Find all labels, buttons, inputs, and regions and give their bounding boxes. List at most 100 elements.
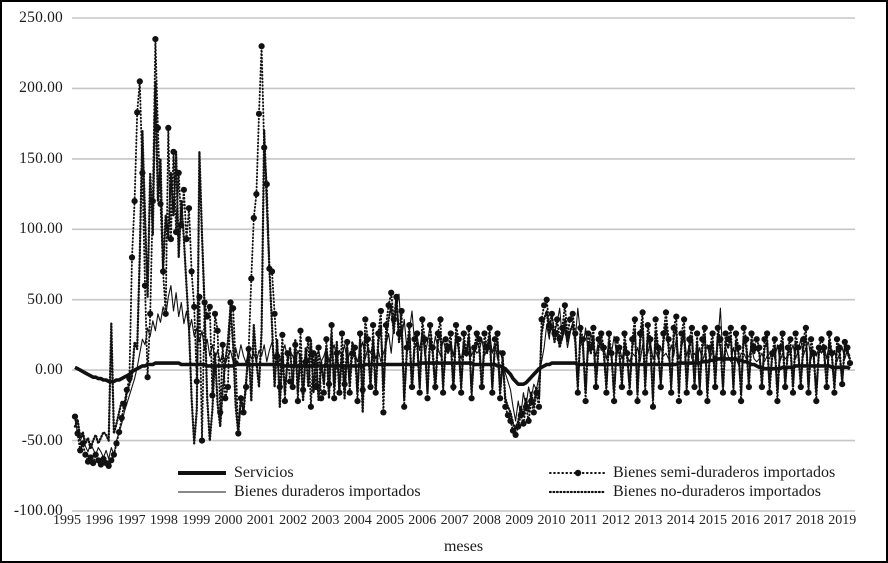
data-point-marker [818, 336, 825, 343]
data-point-marker [761, 336, 768, 343]
x-tick-label: 2015 [699, 513, 727, 528]
data-point-marker [341, 381, 348, 388]
data-point-marker [97, 461, 104, 468]
data-point-marker [175, 169, 182, 176]
data-point-marker [691, 383, 698, 391]
x-tick-label: 2004 [343, 513, 372, 528]
data-point-marker [530, 409, 537, 416]
data-point-marker [160, 268, 167, 275]
data-point-marker [800, 336, 807, 343]
data-point-marker [701, 324, 708, 331]
legend-label: Bienes semi-duraderos importados [613, 464, 836, 481]
data-point-marker [183, 236, 190, 243]
data-point-marker [655, 344, 662, 351]
data-point-marker [541, 302, 548, 309]
data-point-marker [152, 36, 159, 43]
data-point-marker [416, 389, 423, 396]
data-point-marker [408, 383, 416, 391]
data-point-marker [782, 383, 789, 391]
data-point-marker [440, 389, 447, 396]
data-point-marker [631, 316, 639, 323]
data-point-marker [657, 383, 664, 391]
data-point-marker [525, 417, 532, 424]
data-point-marker [543, 296, 550, 303]
data-point-marker [756, 344, 763, 351]
data-point-marker [751, 344, 758, 351]
data-point-marker [528, 398, 535, 405]
y-tick-label: 50.00 [27, 290, 63, 308]
data-point-marker [662, 309, 670, 316]
data-point-marker [802, 324, 810, 331]
data-point-marker [214, 327, 221, 334]
data-point-marker [188, 268, 195, 275]
data-point-marker [131, 198, 138, 205]
data-point-marker [494, 330, 501, 337]
data-point-marker [637, 330, 644, 337]
data-point-marker [87, 454, 94, 461]
data-point-marker [727, 324, 734, 331]
data-point-marker [261, 144, 268, 151]
data-point-marker [178, 222, 185, 229]
data-point-marker [209, 392, 216, 399]
data-point-marker [833, 336, 841, 343]
data-point-marker [380, 409, 387, 416]
data-point-marker [686, 336, 693, 343]
data-point-marker [846, 360, 854, 367]
data-point-marker [255, 110, 263, 117]
data-point-marker [574, 389, 581, 396]
data-point-marker [831, 389, 838, 396]
data-point-marker [237, 395, 244, 402]
data-point-marker [364, 336, 371, 343]
data-point-marker [681, 316, 688, 323]
legend-item-duraderos: Bienes duraderos importados [177, 483, 421, 501]
data-point-marker [714, 324, 721, 331]
data-point-marker [805, 389, 812, 396]
data-point-marker [305, 336, 312, 343]
data-point-marker [77, 447, 84, 454]
legend-label: Bienes no-duraderos importados [613, 483, 821, 500]
data-point-marker [660, 330, 667, 337]
data-point-marker [533, 389, 540, 396]
data-point-marker [683, 389, 690, 396]
data-point-marker [406, 322, 413, 329]
data-point-marker [71, 413, 79, 420]
data-point-marker [139, 169, 146, 176]
y-tick-label: 150.00 [19, 149, 63, 167]
data-point-marker [230, 305, 237, 312]
data-point-marker [486, 324, 493, 331]
data-point-marker [473, 330, 480, 337]
data-point-marker [325, 381, 333, 388]
data-point-marker [434, 330, 441, 337]
y-tick-label: 250.00 [19, 9, 63, 26]
data-point-marker [639, 309, 646, 316]
data-point-marker [688, 324, 696, 331]
legend-label: Servicios [234, 464, 294, 481]
data-point-marker [696, 389, 703, 396]
data-point-marker [442, 336, 449, 343]
data-point-marker [569, 310, 576, 317]
data-point-marker [515, 423, 522, 430]
data-point-marker [170, 148, 177, 155]
data-point-marker [813, 398, 820, 405]
data-point-marker [318, 395, 325, 402]
data-point-marker [839, 381, 846, 388]
data-point-marker [121, 400, 128, 407]
data-point-marker [307, 403, 314, 410]
x-tick-label: 2012 [602, 513, 631, 528]
data-point-marker [823, 383, 830, 391]
legend-label: Bienes duraderos importados [234, 483, 421, 500]
data-point-marker [582, 398, 589, 405]
data-point-marker [243, 383, 250, 391]
data-point-marker [149, 198, 156, 205]
data-point-marker [745, 383, 753, 391]
data-point-marker [520, 420, 527, 427]
x-tick-label: 1999 [182, 513, 211, 528]
data-point-marker [357, 330, 364, 337]
data-point-marker [468, 395, 475, 402]
data-point-marker [320, 389, 327, 396]
data-point-marker [211, 310, 219, 317]
data-point-marker [629, 336, 636, 343]
data-point-marker [481, 330, 488, 337]
data-point-marker [372, 389, 379, 396]
x-tick-label: 2019 [828, 513, 857, 528]
